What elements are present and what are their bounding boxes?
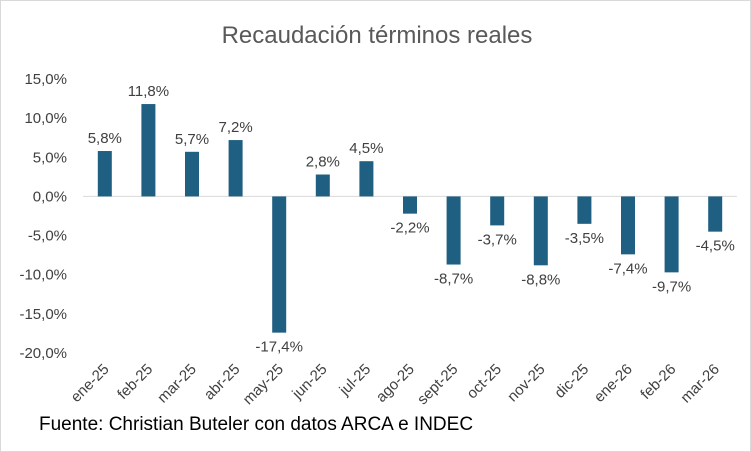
bar <box>577 196 592 224</box>
data-label: 7,2% <box>218 119 252 136</box>
data-labels-group: 5,8% 11,8% 5,7% 7,2% -17,4% 2,8% 4,5% -2,2% -8,7… <box>88 83 735 356</box>
bar <box>403 196 417 214</box>
data-label: -7,4% <box>608 260 647 277</box>
bar <box>97 151 112 197</box>
data-label: 4,5% <box>349 140 383 157</box>
data-label: 11,8% <box>128 83 169 100</box>
x-tick-label: dic-25 <box>551 361 592 402</box>
x-tick-label: ene-25 <box>68 361 113 406</box>
bar <box>185 151 199 197</box>
data-label: 2,8% <box>306 154 340 171</box>
data-label: -3,7% <box>478 231 517 248</box>
data-label: -17,4% <box>255 339 303 356</box>
x-tick-label: may-25 <box>240 361 287 408</box>
bar <box>446 196 461 265</box>
bar <box>621 196 635 255</box>
y-tick-label: -20,0% <box>19 345 67 362</box>
x-tick-label: ago-25 <box>373 361 418 406</box>
bar <box>708 196 723 232</box>
bar <box>664 196 679 273</box>
data-label: -3,5% <box>565 230 604 247</box>
bars-group <box>97 104 723 333</box>
chart-title: Recaudación términos reales <box>222 22 533 49</box>
bar <box>533 196 548 266</box>
x-tick-label: feb-26 <box>637 361 679 403</box>
source-note: Fuente: Christian Buteler con datos ARCA… <box>39 414 474 435</box>
data-label: -8,7% <box>434 271 473 288</box>
bar <box>315 174 330 197</box>
data-label: 5,7% <box>175 131 209 148</box>
data-label: -4,5% <box>696 238 735 255</box>
x-tick-label: ene-26 <box>591 361 636 406</box>
x-tick-label: jul-25 <box>336 361 375 400</box>
y-tick-label: -15,0% <box>19 306 67 323</box>
x-tick-label: oct-25 <box>464 361 506 403</box>
y-tick-label: -5,0% <box>28 228 67 245</box>
y-tick-label: -10,0% <box>19 267 67 284</box>
x-tick-label: abr-25 <box>201 361 244 404</box>
x-tick-label: jun-25 <box>288 361 330 403</box>
y-tick-label: 10,0% <box>24 110 67 127</box>
data-label: -2,2% <box>390 220 429 237</box>
bar <box>141 104 156 197</box>
data-label: -9,7% <box>652 278 691 295</box>
data-label: -8,8% <box>521 271 560 288</box>
x-tick-label: mar-25 <box>154 361 200 407</box>
y-tick-label: 5,0% <box>33 149 67 166</box>
y-tick-label: 15,0% <box>24 71 67 88</box>
y-axis-ticks: 15,0% 10,0% 5,0% 0,0% -5,0% -10,0% -15,0% -20,0… <box>19 71 67 362</box>
x-tick-label: nov-25 <box>504 361 548 405</box>
x-tick-label: mar-26 <box>677 361 723 407</box>
x-tick-label: feb-25 <box>114 361 156 403</box>
bar <box>228 140 243 197</box>
bar <box>490 196 505 226</box>
x-tick-label: sept-25 <box>414 361 461 408</box>
bar <box>359 161 374 197</box>
data-label: 5,8% <box>88 130 122 147</box>
bar <box>272 196 287 333</box>
y-tick-label: 0,0% <box>33 188 67 205</box>
